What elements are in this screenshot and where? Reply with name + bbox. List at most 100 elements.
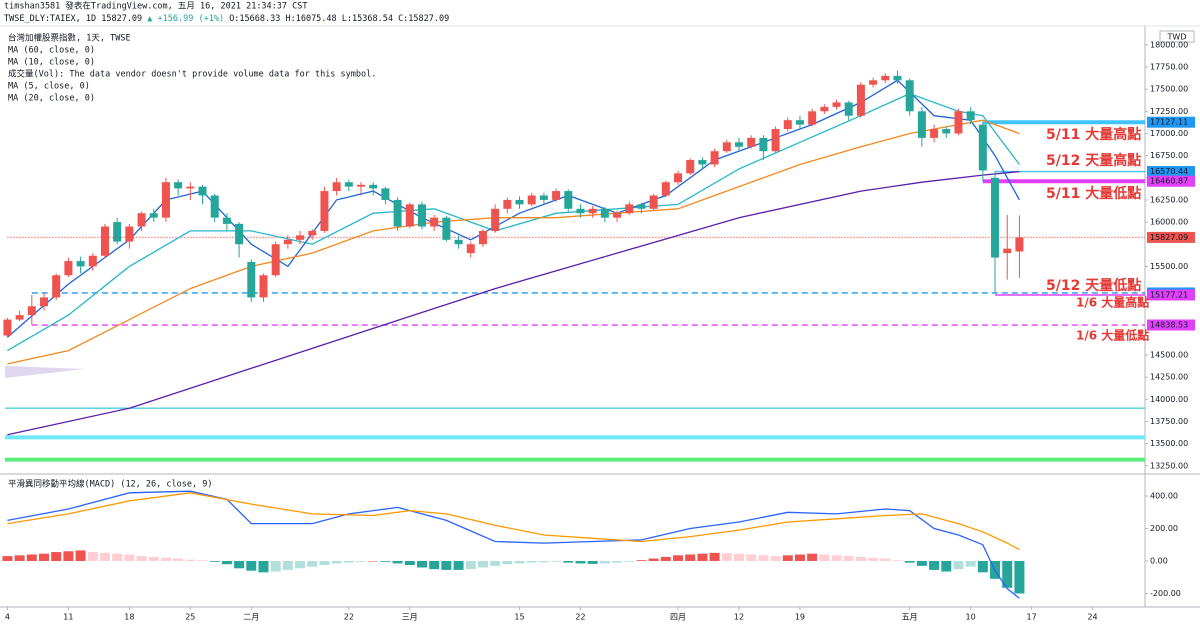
histogram-bar	[173, 558, 184, 561]
candle-body	[149, 213, 158, 218]
histogram-bar	[843, 556, 854, 561]
candle-body	[637, 204, 646, 209]
price-label-box	[1147, 166, 1195, 178]
candle-body	[40, 297, 49, 307]
histogram-bar	[136, 556, 147, 561]
candle-body	[978, 124, 987, 171]
histogram-bar	[429, 560, 440, 570]
x-tick-label: 19	[795, 613, 805, 622]
candle-body	[283, 239, 292, 245]
candle-body	[454, 239, 463, 245]
y-tick-label: 200.00	[1150, 524, 1178, 533]
candle-body	[576, 208, 585, 214]
candle-body	[856, 84, 865, 116]
candle-body	[417, 204, 426, 227]
histogram-bar	[733, 553, 744, 561]
currency-box	[1159, 30, 1195, 43]
legend-title: 台灣加權股票指數, 1天, TWSE	[8, 33, 131, 44]
histogram-bar	[258, 560, 269, 573]
histogram-bar	[563, 560, 574, 563]
histogram-bar	[502, 560, 513, 565]
candle-body	[942, 129, 951, 134]
candle-body	[381, 188, 390, 200]
histogram-bar	[331, 560, 342, 564]
histogram-bar	[794, 554, 805, 561]
histogram-bar	[51, 552, 62, 561]
histogram-bar	[148, 556, 159, 561]
histogram-bar	[904, 560, 915, 563]
histogram-bar	[819, 554, 830, 561]
currency: TWD	[1167, 33, 1187, 42]
annotation: 1/6 大量高點	[1076, 295, 1149, 310]
candle-body	[869, 80, 878, 85]
histogram-bar	[697, 553, 708, 561]
histogram-bar	[953, 560, 964, 570]
candle-body	[930, 129, 939, 138]
price-label-box	[1147, 289, 1195, 301]
annotation: 5/11 大量低點	[1046, 185, 1141, 202]
histogram-bar	[453, 560, 464, 570]
candle-body	[588, 208, 597, 214]
candle-body	[186, 186, 195, 189]
y-tick-label: 13750.00	[1150, 417, 1188, 426]
histogram-bar	[1014, 560, 1025, 594]
histogram-bar	[1002, 560, 1013, 588]
candle-body	[430, 217, 439, 227]
candle-body	[539, 195, 548, 200]
histogram-bar	[2, 556, 13, 561]
histogram-bar	[648, 558, 659, 561]
symbol: TWSE_DLY:TAIEX, 1D 15827.09	[4, 14, 142, 24]
annotation: 1/6 大量低點	[1076, 328, 1149, 343]
histogram-bar	[160, 557, 171, 561]
y-tick-label: 14250.00	[1150, 373, 1188, 382]
candle-body	[161, 182, 170, 218]
histogram-bar	[612, 560, 623, 563]
candle-body	[674, 173, 683, 183]
candle-body	[527, 195, 536, 205]
change: ▲ +156.99 (+1%)	[147, 14, 224, 24]
candle-body	[954, 111, 963, 134]
histogram-bar	[356, 560, 367, 562]
y-tick-label: 13500.00	[1150, 439, 1188, 448]
candle-body	[698, 160, 707, 165]
y-tick-label: 0.00	[1150, 556, 1168, 565]
candle-body	[552, 191, 561, 200]
y-tick-label: 13250.00	[1150, 461, 1188, 470]
candle-body	[795, 120, 804, 125]
price-label-box	[1147, 116, 1195, 128]
candle-body	[466, 244, 475, 254]
histogram-bar	[490, 560, 501, 566]
candle-body	[308, 230, 317, 236]
histogram-bar	[538, 560, 549, 563]
histogram-bar	[514, 560, 525, 564]
x-tick-label: 10	[966, 613, 976, 622]
candle-body	[259, 275, 268, 298]
histogram-bar	[758, 555, 769, 561]
histogram-bar	[368, 560, 379, 562]
histogram-bar	[87, 552, 98, 561]
annotation: 5/12 天量低點	[1046, 277, 1141, 294]
candle-body	[125, 226, 134, 242]
candle-body	[893, 75, 902, 81]
histogram-bar	[929, 560, 940, 570]
candle-body	[15, 315, 24, 320]
candle-body	[113, 222, 122, 242]
x-tick-label: 22	[344, 613, 354, 622]
histogram-bar	[112, 553, 123, 561]
histogram-bar	[404, 560, 415, 566]
x-tick-label: 四月	[670, 613, 686, 622]
histogram-bar	[392, 560, 403, 564]
x-tick-label: 18	[124, 613, 134, 622]
histogram-bar	[197, 560, 208, 561]
candle-body	[393, 199, 402, 227]
candle-body	[491, 208, 500, 231]
histogram-bar	[234, 560, 245, 569]
header-line: timshan3581 發表在TradingView.com, 五月 16, 2…	[4, 1, 308, 12]
candle-body	[771, 129, 780, 152]
indicator-line	[7, 119, 1020, 365]
candle-body	[478, 230, 487, 245]
histogram-bar	[709, 552, 720, 561]
histogram-bar	[673, 555, 684, 561]
candle-body	[917, 111, 926, 138]
